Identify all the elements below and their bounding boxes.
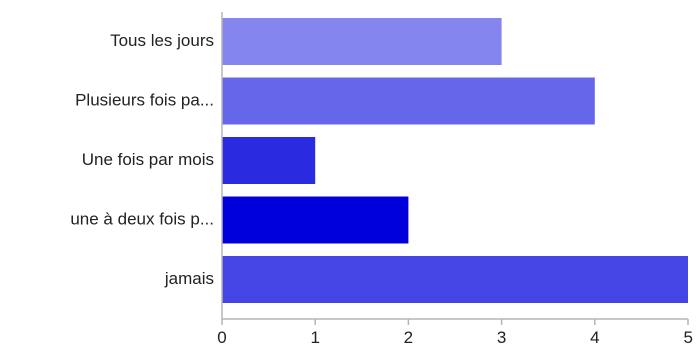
bar-3 [222, 137, 316, 184]
x-tick-label-0: 0 [217, 328, 226, 347]
category-label-4: une à deux fois p... [70, 209, 214, 228]
bar-2 [222, 77, 595, 125]
axes-layer [221, 12, 689, 325]
bar-5 [222, 256, 688, 303]
category-label-1: Tous les jours [110, 31, 214, 50]
x-tick-label-3: 3 [497, 328, 506, 347]
x-tick-label-2: 2 [404, 328, 413, 347]
x-tick-label-5: 5 [684, 328, 693, 347]
x-tick-label-4: 4 [590, 328, 599, 347]
bars-layer [222, 18, 688, 303]
category-label-2: Plusieurs fois pa... [75, 90, 214, 109]
bar-1 [222, 18, 502, 65]
labels-layer: Tous les jours Plusieurs fois pa... Une fo… [70, 31, 693, 347]
category-label-3: Une fois par mois [82, 150, 214, 169]
bar-4 [222, 196, 409, 244]
category-label-5: jamais [164, 269, 214, 288]
x-tick-label-1: 1 [310, 328, 319, 347]
